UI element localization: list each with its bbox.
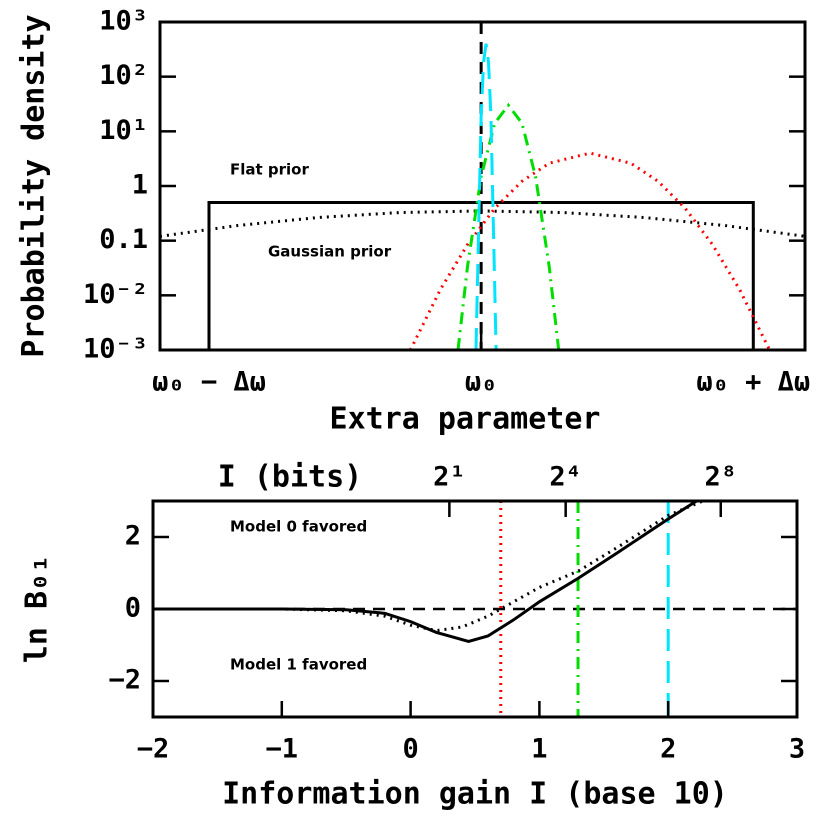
- x2-tick-label: 2⁴: [549, 462, 582, 493]
- curve: [456, 102, 561, 350]
- curve: [409, 151, 771, 350]
- y-tick-label: 0: [125, 593, 141, 624]
- y-tick-label: 10⁻²: [83, 279, 148, 310]
- curve: [160, 209, 805, 238]
- curve: [207, 200, 755, 350]
- y-tick-label: 2: [125, 521, 141, 552]
- x-tick-label: ω₀ − Δω: [152, 367, 266, 398]
- y-tick-label: 10¹: [99, 115, 148, 146]
- curve: [474, 43, 498, 350]
- y-axis-label: Probability density: [17, 14, 52, 357]
- annotation: Flat prior: [230, 161, 309, 179]
- plot-area: [153, 501, 797, 717]
- y-tick-label: 10²: [99, 60, 148, 91]
- y-tick-label: 0.1: [99, 224, 148, 255]
- y-tick-label: −2: [108, 665, 141, 696]
- x-axis-label: Information gain I (base 10): [222, 777, 728, 812]
- x-tick-label: 0: [402, 734, 418, 765]
- x2-tick-label: 2¹: [433, 462, 466, 493]
- y-tick-label: 10³: [99, 6, 148, 37]
- panel: −2 0 2 −2 −1 0 1 2 3 2¹ 2⁴ 2⁸ Information gain I (ba…: [20, 460, 806, 812]
- x-tick-label: 1: [531, 734, 547, 765]
- x-axis-label: Extra parameter: [330, 402, 601, 437]
- annotation: Gaussian prior: [268, 243, 392, 261]
- annotation: Model 1 favored: [230, 656, 367, 674]
- x-tick-label: 2: [660, 734, 676, 765]
- x-tick-label: −2: [137, 734, 170, 765]
- x-tick-label: ω₀ + Δω: [696, 367, 810, 398]
- curve: [153, 501, 698, 643]
- frame: [158, 20, 807, 352]
- y-tick-label: 10⁻³: [83, 334, 148, 365]
- x-tick-label: ω₀: [465, 367, 498, 398]
- annotation: Model 0 favored: [230, 518, 367, 536]
- panel: 10⁻³ 10⁻² 0.1 1 10¹ 10² 10³ ω₀ − Δω ω₀ ω₀ + Δω Ext…: [17, 6, 811, 437]
- x2-tick-label: 2⁸: [704, 462, 737, 493]
- x-tick-label: 3: [789, 734, 805, 765]
- plot-area: [160, 22, 805, 350]
- x-tick-label: −1: [266, 734, 299, 765]
- x2-axis-label: I (bits): [218, 460, 363, 495]
- y-axis-label: ln B₀₁: [20, 555, 55, 663]
- y-tick-label: 1: [132, 170, 148, 201]
- frame: [151, 499, 799, 719]
